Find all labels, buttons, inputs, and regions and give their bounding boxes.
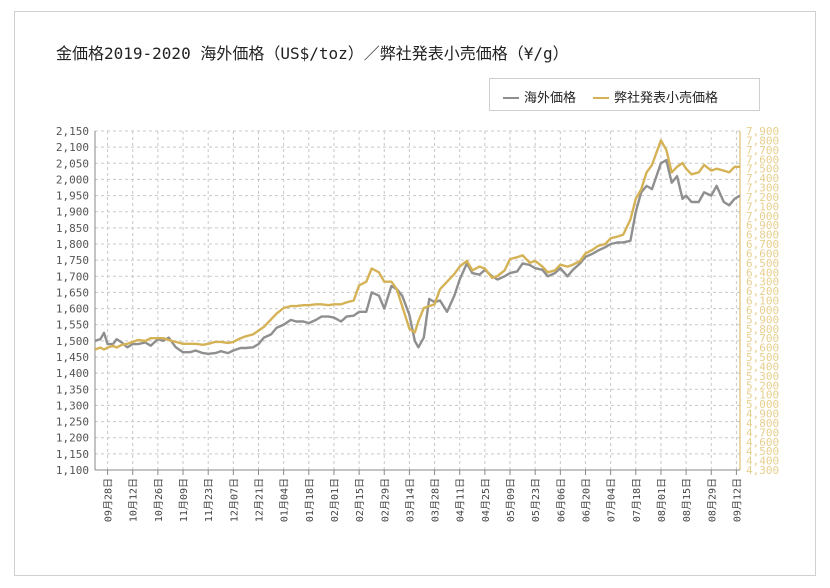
y-tick-label: 1,700	[56, 270, 89, 283]
x-tick-label: 01月04日	[279, 478, 291, 522]
y-tick-label: 1,100	[56, 464, 89, 477]
x-tick-label: 08月29日	[706, 478, 718, 522]
y2-tick-label: 4,400	[746, 455, 779, 468]
legend-item-overseas: 海外価格	[503, 87, 576, 106]
x-tick-label: 02月29日	[379, 478, 391, 522]
y-tick-label: 1,500	[56, 335, 89, 348]
y-tick-label: 1,550	[56, 319, 89, 332]
y2-tick-label: 5,700	[746, 332, 779, 345]
y2-tick-label: 4,500	[746, 445, 779, 458]
x-tick-label: 08月15日	[681, 478, 693, 522]
x-tick-label: 12月21日	[253, 478, 265, 522]
legend: 海外価格 弊社発表小売価格	[489, 78, 760, 111]
y2-tick-label: 7,500	[746, 163, 779, 176]
y2-tick-label: 6,800	[746, 229, 779, 242]
legend-swatch-overseas	[503, 96, 519, 99]
x-tick-label: 07月18日	[631, 478, 643, 522]
y2-tick-label: 4,300	[746, 464, 779, 477]
y-tick-label: 1,150	[56, 448, 89, 461]
x-tick-label: 09月28日	[103, 478, 115, 522]
x-tick-label: 08月01日	[656, 478, 668, 522]
y-tick-label: 1,900	[56, 206, 89, 219]
y2-tick-label: 5,100	[746, 389, 779, 402]
y2-tick-label: 6,700	[746, 238, 779, 251]
y2-tick-label: 5,500	[746, 351, 779, 364]
x-tick-label: 01月18日	[304, 478, 316, 522]
legend-label-retail: 弊社発表小売価格	[614, 91, 719, 106]
y2-tick-label: 7,900	[746, 125, 779, 138]
x-tick-label: 11月23日	[203, 478, 215, 522]
y-tick-label: 1,650	[56, 286, 89, 299]
x-tick-label: 10月26日	[153, 478, 165, 522]
y2-tick-label: 5,600	[746, 342, 779, 355]
y2-tick-label: 5,400	[746, 360, 779, 373]
chart-title: 金価格2019-2020 海外価格（US$/toz）／弊社発表小売価格（¥/g）	[56, 44, 569, 63]
y2-tick-label: 6,100	[746, 295, 779, 308]
y2-tick-label: 7,100	[746, 200, 779, 213]
y2-tick-label: 6,600	[746, 247, 779, 260]
series-line-overseas	[94, 158, 741, 355]
x-tick-label: 04月11日	[455, 478, 467, 522]
y2-tick-label: 7,700	[746, 144, 779, 157]
x-tick-label: 05月23日	[530, 478, 542, 522]
y-tick-label: 1,350	[56, 383, 89, 396]
y-tick-label: 1,200	[56, 432, 89, 445]
y-tick-label: 1,450	[56, 351, 89, 364]
x-tick-label: 03月28日	[430, 478, 442, 522]
y2-tick-label: 4,900	[746, 408, 779, 421]
x-tick-label: 12月07日	[228, 478, 240, 522]
y2-tick-label: 7,200	[746, 191, 779, 204]
x-tick-label: 09月12日	[731, 478, 743, 522]
y2-tick-label: 6,400	[746, 266, 779, 279]
x-tick-label: 02月15日	[354, 478, 366, 522]
y-tick-label: 2,150	[56, 125, 89, 138]
y2-tick-label: 6,900	[746, 219, 779, 232]
y2-tick-label: 5,900	[746, 313, 779, 326]
y2-tick-label: 7,000	[746, 210, 779, 223]
y-tick-label: 1,750	[56, 254, 89, 267]
x-tick-label: 06月06日	[555, 478, 567, 522]
y-tick-label: 1,600	[56, 303, 89, 316]
y2-tick-label: 5,000	[746, 398, 779, 411]
y-tick-label: 1,250	[56, 416, 89, 429]
y2-tick-label: 4,700	[746, 426, 779, 439]
x-tick-label: 04月25日	[480, 478, 492, 522]
x-tick-label: 11月09日	[178, 478, 190, 522]
legend-label-overseas: 海外価格	[524, 91, 577, 106]
y2-tick-label: 4,800	[746, 417, 779, 430]
y2-tick-label: 5,200	[746, 379, 779, 392]
y2-tick-label: 6,000	[746, 304, 779, 317]
y2-tick-label: 6,200	[746, 285, 779, 298]
y2-tick-label: 5,300	[746, 370, 779, 383]
y2-tick-label: 7,400	[746, 172, 779, 185]
y-tick-label: 2,100	[56, 141, 89, 154]
y2-tick-label: 7,800	[746, 134, 779, 147]
y-tick-label: 1,850	[56, 222, 89, 235]
x-tick-label: 10月12日	[128, 478, 140, 522]
x-tick-label: 03月14日	[404, 478, 416, 522]
x-tick-label: 02月01日	[329, 478, 341, 522]
legend-item-retail: 弊社発表小売価格	[593, 87, 718, 106]
y2-tick-label: 6,500	[746, 257, 779, 270]
y-tick-label: 1,800	[56, 238, 89, 251]
y-tick-label: 2,000	[56, 173, 89, 186]
x-tick-label: 06月20日	[580, 478, 592, 522]
y2-tick-label: 5,800	[746, 323, 779, 336]
y2-tick-label: 4,600	[746, 436, 779, 449]
y-tick-label: 2,050	[56, 157, 89, 170]
y2-tick-label: 7,600	[746, 153, 779, 166]
legend-swatch-retail	[593, 96, 609, 99]
series-line-retail	[94, 139, 740, 351]
y-tick-label: 1,400	[56, 367, 89, 380]
x-tick-label: 07月04日	[606, 478, 618, 522]
y2-tick-label: 7,300	[746, 182, 779, 195]
y-tick-label: 1,950	[56, 190, 89, 203]
y-tick-label: 1,300	[56, 399, 89, 412]
y2-tick-label: 6,300	[746, 276, 779, 289]
x-tick-label: 05月09日	[505, 478, 517, 522]
